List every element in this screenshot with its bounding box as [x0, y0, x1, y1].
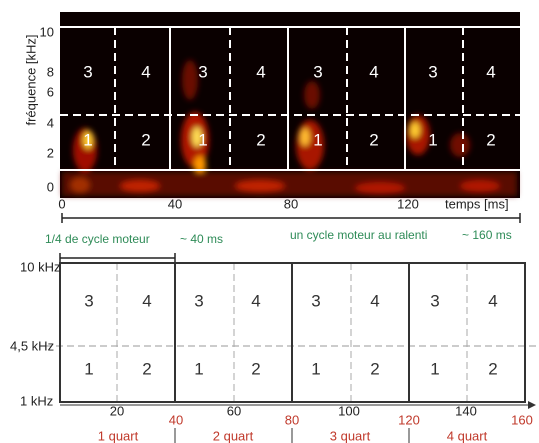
- cell-label: 3: [194, 291, 203, 310]
- cell-label: 2: [251, 359, 260, 378]
- x-tick-label: 120: [397, 196, 419, 211]
- x-tick-label: 40: [168, 196, 182, 211]
- annotation: 1/4 de cycle moteur: [45, 232, 150, 246]
- x-label: 80: [285, 412, 299, 427]
- x-tick-label: 80: [284, 196, 298, 211]
- cell-label: 2: [486, 130, 495, 149]
- y-tick-label: 2: [47, 145, 54, 160]
- cell-label: 2: [369, 130, 378, 149]
- x-label: 140: [455, 403, 477, 418]
- y-tick-label: 8: [47, 64, 54, 79]
- y-tick-label: 4: [47, 115, 54, 130]
- cell-label: 1: [313, 130, 322, 149]
- cell-label: 4: [142, 291, 151, 310]
- brackets: [59, 213, 521, 263]
- y-label: 4,5 kHz: [10, 338, 54, 353]
- cell-label: 3: [83, 62, 92, 81]
- cell-label: 3: [428, 62, 437, 81]
- cell-label: 2: [370, 359, 379, 378]
- annotation: ~ 160 ms: [462, 228, 512, 242]
- annotation: ~ 40 ms: [180, 232, 223, 246]
- x-label: 120: [398, 412, 420, 427]
- cell-label: 1: [430, 359, 439, 378]
- cell-label: 2: [256, 130, 265, 149]
- cell-label: 4: [141, 62, 150, 81]
- x-label: 100: [338, 403, 360, 418]
- cell-label: 1: [84, 359, 93, 378]
- cell-label: 2: [141, 130, 150, 149]
- annotation: un cycle moteur au ralenti: [290, 228, 427, 242]
- cell-label: 4: [251, 291, 260, 310]
- cell-label: 3: [84, 291, 93, 310]
- cell-label: 1: [83, 130, 92, 149]
- y-axis-label: fréquence [kHz]: [23, 34, 38, 125]
- spectrogram-background: [60, 12, 520, 198]
- cell-label: 3: [198, 62, 207, 81]
- cell-label: 2: [488, 359, 497, 378]
- cell-label: 4: [370, 291, 379, 310]
- y-tick-label: 10: [40, 24, 54, 39]
- cell-label: 2: [142, 359, 151, 378]
- cell-label: 4: [256, 62, 265, 81]
- cell-label: 1: [194, 359, 203, 378]
- x-label: 60: [227, 403, 241, 418]
- y-label: 1 kHz: [20, 393, 53, 408]
- cell-label: 1: [198, 130, 207, 149]
- x-label: 160: [511, 412, 533, 427]
- spectrogram-grid: [60, 26, 520, 171]
- x-axis-label: temps [ms]: [445, 196, 509, 211]
- cell-label: 1: [311, 359, 320, 378]
- cell-label: 4: [488, 291, 497, 310]
- x-label: 20: [110, 403, 124, 418]
- y-tick-label: 6: [47, 84, 54, 99]
- cell-label: 3: [430, 291, 439, 310]
- quarter-label: 2 quart: [213, 428, 254, 443]
- cell-label: 3: [313, 62, 322, 81]
- y-label: 10 kHz: [20, 259, 60, 274]
- x-tick-label: 0: [58, 196, 65, 211]
- schema-grid: [45, 262, 539, 443]
- quarter-label: 3 quart: [330, 428, 371, 443]
- cell-label: 3: [311, 291, 320, 310]
- cell-label: 1: [428, 130, 437, 149]
- cell-label: 4: [369, 62, 378, 81]
- quarter-label: 1 quart: [98, 428, 139, 443]
- cell-label: 4: [486, 62, 495, 81]
- y-tick-label: 0: [47, 179, 54, 194]
- quarter-label: 4 quart: [447, 428, 488, 443]
- x-label: 40: [169, 412, 183, 427]
